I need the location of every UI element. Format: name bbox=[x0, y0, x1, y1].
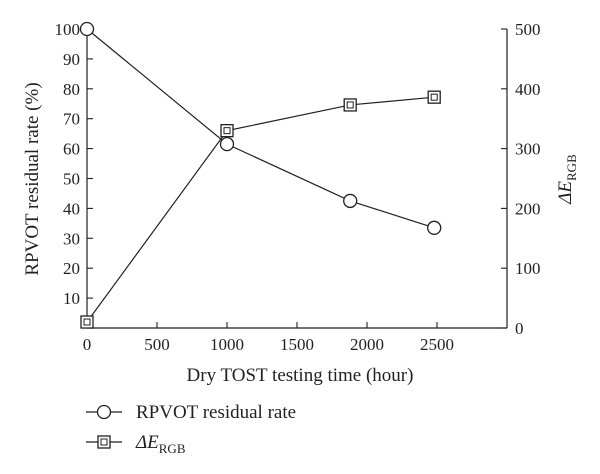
x-tick-label: 2000 bbox=[350, 335, 384, 354]
y-right-tick-label: 200 bbox=[515, 199, 541, 218]
data-point-rpvot bbox=[79, 21, 95, 37]
data-point-delta-e-inner bbox=[83, 318, 91, 326]
legend-marker-square-inner bbox=[100, 438, 108, 446]
data-point-delta-e bbox=[220, 124, 234, 138]
series-line-rpvot bbox=[86, 28, 435, 229]
legend-item-rpvot: RPVOT residual rate bbox=[86, 402, 296, 423]
y-right-tick-label: 500 bbox=[515, 20, 541, 39]
data-point-delta-e-inner bbox=[430, 93, 438, 101]
series-line-delta-e bbox=[86, 96, 435, 323]
x-tick-label: 0 bbox=[83, 335, 92, 354]
y-left-tick-label: 80 bbox=[63, 80, 80, 99]
y-axis-right-label-subscript: RGB bbox=[564, 154, 579, 181]
legend-label-delta-e-base: ΔE bbox=[135, 432, 159, 453]
legend-label-delta-e-subscript: RGB bbox=[159, 441, 186, 456]
x-tick-label: 2500 bbox=[420, 335, 454, 354]
data-point-delta-e-inner bbox=[346, 101, 354, 109]
x-tick-label: 500 bbox=[144, 335, 170, 354]
axes: 0 500 1000 1500 2000 250010203040506070809010… bbox=[55, 20, 541, 354]
y-left-tick-label: 90 bbox=[63, 50, 80, 69]
x-tick-label: 1000 bbox=[210, 335, 244, 354]
y-axis-left-label: RPVOT residual rate (%) bbox=[22, 82, 43, 275]
legend: RPVOT residual rate ΔERGB bbox=[86, 402, 296, 456]
legend-label-rpvot: RPVOT residual rate bbox=[136, 402, 296, 423]
y-left-tick-label: 70 bbox=[63, 110, 80, 129]
y-left-tick-label: 50 bbox=[63, 170, 80, 189]
y-left-tick-label: 20 bbox=[63, 259, 80, 278]
data-point-delta-e bbox=[427, 90, 441, 104]
y-axis-right-label: ΔERGB bbox=[555, 154, 579, 205]
legend-label-delta-e: ΔERGB bbox=[135, 432, 186, 456]
legend-marker-circle bbox=[96, 404, 112, 420]
y-left-tick-label: 60 bbox=[63, 140, 80, 159]
data-point-delta-e bbox=[80, 315, 94, 329]
data-point-rpvot bbox=[219, 136, 235, 152]
y-left-tick-label: 30 bbox=[63, 229, 80, 248]
data-point-delta-e bbox=[343, 98, 357, 112]
data-point-rpvot bbox=[427, 220, 442, 235]
y-left-tick-label: 100 bbox=[55, 20, 81, 39]
y-right-tick-label: 0 bbox=[515, 319, 524, 338]
x-axis-label: Dry TOST testing time (hour) bbox=[187, 365, 414, 386]
legend-item-delta-e: ΔERGB bbox=[86, 432, 186, 456]
y-axis-right-label-base: ΔE bbox=[555, 181, 576, 205]
y-right-tick-label: 100 bbox=[515, 259, 541, 278]
y-right-tick-label: 400 bbox=[515, 80, 541, 99]
y-left-tick-label: 10 bbox=[63, 289, 80, 308]
data-point-delta-e-inner bbox=[223, 127, 231, 135]
y-left-tick-label: 40 bbox=[63, 199, 80, 218]
series-layer bbox=[79, 21, 442, 329]
data-point-rpvot bbox=[343, 193, 358, 209]
legend-marker-square bbox=[97, 435, 111, 449]
y-right-tick-label: 300 bbox=[515, 140, 541, 159]
x-tick-label: 1500 bbox=[280, 335, 314, 354]
